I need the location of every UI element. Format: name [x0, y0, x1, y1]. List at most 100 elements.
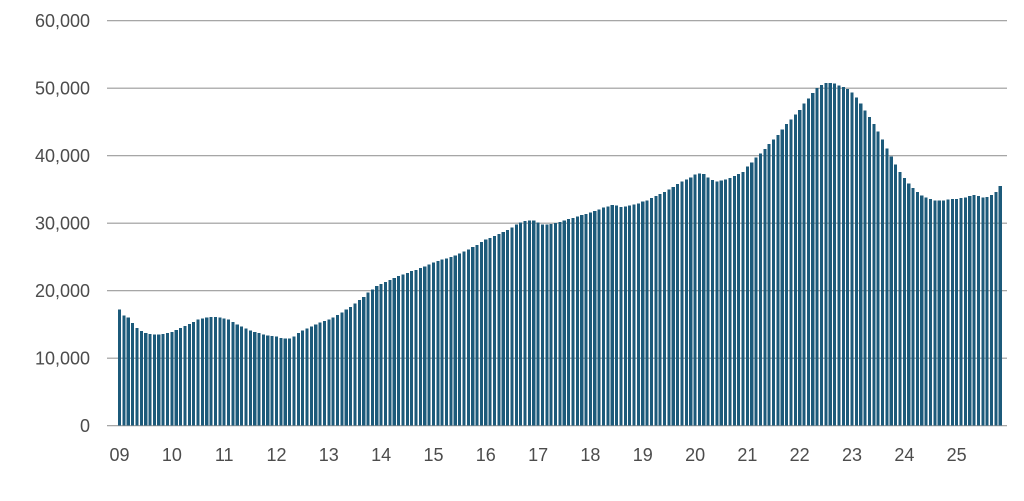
bar	[253, 331, 257, 426]
bar	[593, 211, 597, 426]
bar	[667, 189, 671, 426]
bar	[628, 205, 632, 426]
bar	[828, 82, 832, 426]
bar	[218, 317, 222, 426]
bar	[619, 207, 623, 426]
bar	[283, 338, 287, 426]
bar	[793, 114, 797, 426]
bar	[601, 207, 606, 426]
bar	[318, 322, 322, 426]
bar	[950, 198, 954, 426]
bar	[479, 242, 483, 426]
bar	[693, 174, 697, 426]
y-axis-tick-label: 30,000	[35, 214, 90, 234]
bar	[266, 335, 270, 426]
bar	[554, 223, 558, 426]
bar	[148, 333, 152, 426]
bar	[152, 334, 156, 426]
bar	[767, 144, 771, 426]
bar	[898, 171, 902, 426]
bar	[135, 327, 139, 426]
bar	[344, 309, 348, 426]
bar	[942, 200, 946, 426]
y-axis-tick-labels: 0 10,000 20,000 30,000 40,000 50,000 60,000	[35, 11, 90, 436]
bar	[933, 200, 937, 426]
bar	[466, 249, 470, 426]
x-axis-tick-label: 11	[215, 445, 234, 465]
bar	[506, 229, 510, 426]
bar	[161, 333, 165, 426]
bar	[859, 103, 863, 426]
bar	[881, 139, 885, 426]
bar	[776, 134, 780, 426]
bar	[431, 262, 436, 426]
bar	[889, 156, 893, 426]
bar	[475, 244, 479, 426]
bar	[405, 273, 409, 426]
bar	[209, 317, 213, 426]
bar	[706, 177, 710, 426]
x-axis-tick-label: 20	[685, 445, 705, 465]
bar	[305, 328, 309, 426]
x-axis-tick-label: 13	[319, 445, 339, 465]
bar	[235, 324, 239, 426]
bar	[205, 317, 209, 426]
bar	[397, 275, 401, 426]
bar	[288, 338, 292, 426]
bar	[375, 285, 379, 426]
y-axis-tick-label: 50,000	[35, 79, 90, 99]
bar	[985, 196, 989, 426]
bar	[715, 181, 719, 426]
bar	[192, 321, 196, 426]
x-axis-tick-label: 17	[528, 445, 548, 465]
bar	[540, 224, 545, 426]
bar	[536, 222, 540, 426]
bar	[907, 183, 911, 426]
bar	[458, 253, 462, 426]
bar	[998, 186, 1002, 426]
bar	[597, 209, 601, 426]
bar	[418, 267, 422, 426]
bar	[519, 222, 523, 426]
bar	[902, 177, 906, 426]
bar	[174, 329, 178, 426]
bar	[379, 283, 383, 426]
bar	[327, 319, 331, 426]
bar	[728, 177, 732, 426]
bar	[453, 255, 457, 426]
bar	[867, 117, 872, 426]
bar	[309, 326, 313, 426]
bar	[423, 266, 427, 426]
bar	[340, 312, 344, 426]
bar	[122, 315, 126, 426]
bar	[606, 206, 610, 426]
bar	[562, 220, 566, 426]
bar	[641, 201, 645, 426]
bar	[697, 173, 701, 426]
bar	[680, 181, 684, 426]
bar	[449, 256, 453, 426]
bar	[558, 221, 562, 426]
x-axis-tick-label: 19	[633, 445, 653, 465]
bar	[955, 198, 959, 426]
bar	[824, 82, 828, 426]
bar	[187, 323, 191, 426]
bar	[292, 336, 296, 426]
bar	[301, 330, 305, 426]
bar	[837, 85, 841, 426]
bar	[510, 227, 514, 426]
bar	[876, 131, 880, 426]
bar	[370, 289, 374, 426]
bar	[213, 317, 218, 426]
bar	[772, 139, 776, 426]
bar	[732, 175, 736, 426]
bar	[990, 194, 994, 426]
bar	[366, 292, 370, 426]
x-axis-tick-labels: 09 10 11 12 13 14 15 16 17 18 19 20 21 22 23 24 25	[109, 445, 966, 465]
bar	[894, 164, 898, 426]
bar	[270, 335, 274, 426]
bar	[758, 153, 763, 426]
bar	[231, 321, 235, 426]
bar	[632, 204, 636, 426]
bar	[645, 200, 649, 426]
